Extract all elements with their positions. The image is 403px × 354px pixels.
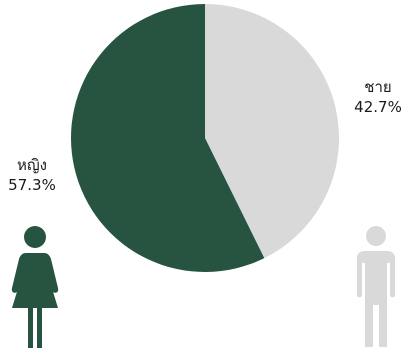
pie-slice-female [70, 4, 265, 272]
label-female-name: หญิง [17, 156, 47, 174]
female-figure-shapes [11, 226, 59, 348]
label-male: ชาย 42.7% [348, 77, 403, 117]
male-person-icon [357, 226, 395, 347]
pie-slice-male [205, 4, 339, 259]
label-female-value: 57.3% [8, 176, 56, 194]
label-female: หญิง 57.3% [4, 155, 60, 195]
pie-slices [70, 4, 339, 272]
male-figure-shapes [357, 226, 395, 347]
label-male-name: ชาย [364, 78, 392, 96]
label-male-value: 42.7% [354, 98, 402, 116]
female-person-icon [11, 226, 59, 348]
